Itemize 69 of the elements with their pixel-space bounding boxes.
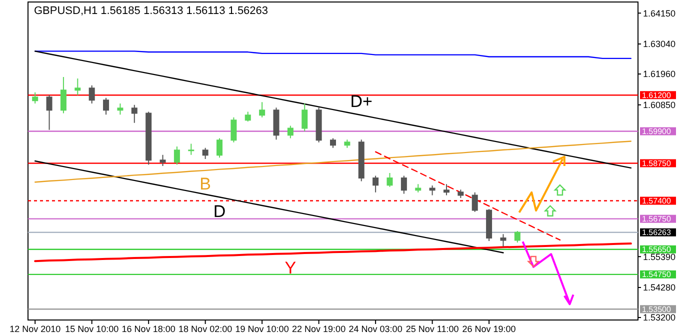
candlestick (443, 184, 450, 196)
ref-line-label: 1.56263 (642, 228, 672, 238)
x-tick-label: 16 Nov 18:00 (122, 324, 176, 334)
line-series (34, 242, 632, 262)
candlestick (429, 184, 436, 196)
series-label: Y (284, 258, 296, 278)
candlestick (400, 175, 407, 194)
candlestick (60, 76, 66, 114)
candlestick (244, 111, 251, 122)
x-tick-label: 15 Nov 10:00 (65, 324, 119, 334)
x-tick-label: 25 Nov 11:00 (406, 324, 459, 334)
candlestick (302, 102, 308, 132)
series-label: D (213, 202, 226, 222)
candlestick (160, 154, 166, 167)
x-tick-label: 26 Nov 19:00 (462, 324, 516, 334)
y-tick-label: 1.53200 (643, 312, 676, 323)
ref-line-label: 1.54750 (642, 270, 672, 280)
y-tick-label: 1.60850 (643, 100, 676, 110)
y-tick-label: 1.54280 (643, 282, 676, 293)
candlestick (32, 92, 38, 104)
candlestick (103, 97, 110, 116)
candlestick (74, 78, 81, 96)
line-series (34, 50, 632, 60)
ref-line-label: 1.53500 (642, 304, 672, 314)
series-label: B (200, 174, 211, 194)
series-label: D+ (350, 92, 373, 112)
candlestick (372, 175, 379, 193)
candlestick (500, 234, 506, 248)
ref-line-label: 1.61200 (642, 90, 672, 100)
x-tick-label: 18 Nov 02:00 (178, 324, 232, 334)
ref-line-label: 1.55650 (642, 245, 672, 254)
ref-line-label: 1.58750 (642, 159, 672, 168)
line-series (34, 160, 504, 254)
candlestick (344, 139, 350, 148)
candlestick (230, 116, 237, 143)
candlestick (472, 192, 478, 212)
candlestick (287, 125, 294, 139)
x-tick-label: 12 Nov 2010 (10, 324, 61, 334)
candlestick (188, 143, 194, 156)
candlestick (358, 139, 364, 182)
candlestick (174, 146, 180, 166)
x-tick-label: 19 Nov 10:00 (235, 324, 289, 334)
candlestick (46, 94, 52, 130)
ref-line-label: 1.59900 (642, 127, 672, 136)
candlestick (458, 189, 464, 198)
candlestick (131, 104, 138, 124)
candlestick (486, 208, 492, 242)
candlestick (316, 107, 322, 143)
x-tick-label: 24 Nov 03:00 (348, 324, 402, 334)
candlestick (415, 184, 422, 193)
candlestick (273, 107, 280, 140)
chart-title: GBPUSD,H1 1.56185 1.56313 1.56113 1.56263 (34, 5, 268, 17)
y-tick-label: 1.64150 (643, 8, 676, 18)
candlestick (514, 230, 520, 243)
x-tick-label: 22 Nov 19:00 (292, 324, 346, 334)
candlestick (259, 102, 266, 118)
candlestick (330, 138, 336, 148)
candlestick (202, 147, 208, 160)
candlestick (216, 138, 223, 158)
candlestick (386, 172, 393, 188)
line-series (34, 50, 632, 169)
y-tick-label: 1.61960 (643, 69, 676, 80)
y-tick-label: 1.63040 (643, 39, 676, 50)
ref-line-label: 1.56750 (642, 214, 672, 224)
y-tick-label: 1.55390 (643, 252, 676, 262)
candlestick (88, 84, 95, 104)
ref-line-label: 1.57400 (642, 196, 672, 206)
candlestick (146, 111, 152, 166)
candlestick (117, 102, 124, 116)
